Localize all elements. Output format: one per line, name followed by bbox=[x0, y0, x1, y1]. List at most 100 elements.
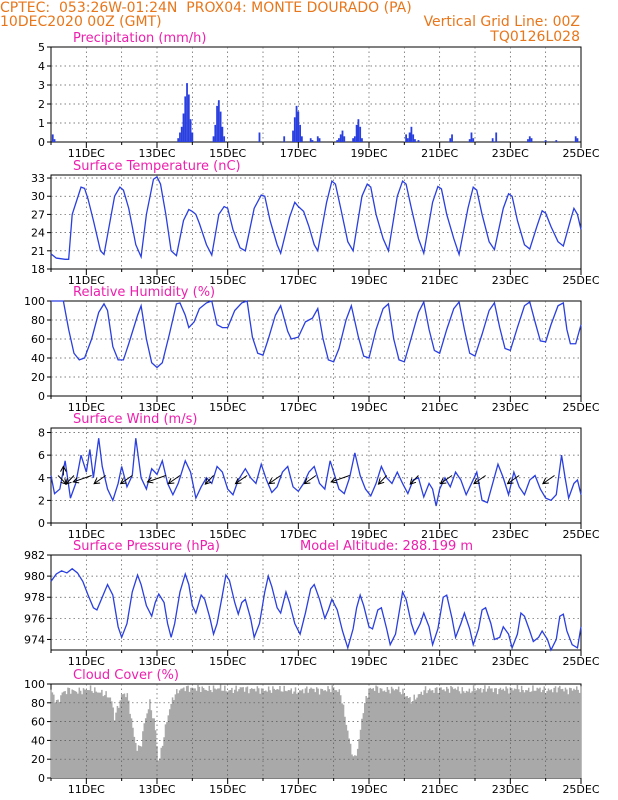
wind-date-label: 11DEC bbox=[68, 528, 105, 541]
precip-bar bbox=[352, 138, 354, 142]
header-line1: CPTEC: 053:26W-01:24N PROX04: MONTE DOUR… bbox=[0, 0, 412, 16]
rh-title: Relative Humidity (%) bbox=[73, 285, 215, 300]
pressure-title: Surface Pressure (hPa) bbox=[73, 539, 220, 554]
precip-bar bbox=[544, 140, 547, 142]
pressure-date-label: 23DEC bbox=[492, 655, 529, 668]
cloud-panel: 0 20 40 60 80 100 11DEC 13DEC 15DEC 17DEC 19DEC 21D… bbox=[24, 668, 600, 796]
cloud-date-label: 15DEC bbox=[209, 783, 246, 796]
temp-date-label: 11DEC bbox=[68, 274, 105, 287]
rh-date-label: 19DEC bbox=[350, 401, 387, 414]
rh-date-label: 25DEC bbox=[562, 401, 599, 414]
wind-arrow bbox=[439, 475, 453, 485]
precip-bar bbox=[555, 140, 558, 142]
wind-ytick-label: 2 bbox=[38, 494, 45, 507]
rh-line bbox=[51, 299, 582, 369]
precip-bar bbox=[491, 138, 494, 142]
wind-arrow-head bbox=[119, 478, 127, 485]
precip-bar bbox=[417, 140, 420, 142]
precip-bar bbox=[191, 132, 194, 142]
precip-bar bbox=[292, 130, 294, 142]
pressure-date-label: 11DEC bbox=[68, 655, 105, 668]
wind-arrow-shaft bbox=[331, 475, 350, 483]
wind-date-label: 17DEC bbox=[280, 528, 317, 541]
pressure-subtitle: Model Altitude: 288.199 m bbox=[300, 539, 473, 554]
wind-arrow bbox=[119, 475, 133, 485]
precip-bar bbox=[293, 117, 296, 142]
rh-date-label: 21DEC bbox=[421, 401, 458, 414]
precip-bar bbox=[177, 138, 180, 142]
wind-arrow bbox=[330, 475, 350, 484]
precip-bar bbox=[527, 139, 529, 142]
temp-line bbox=[50, 175, 582, 260]
rh-ytick-label: 0 bbox=[38, 390, 45, 403]
precip-bar bbox=[470, 132, 473, 142]
wind-arrow bbox=[473, 475, 486, 485]
precip-bar bbox=[295, 105, 298, 142]
wind-arrow bbox=[409, 475, 419, 485]
precip-bar bbox=[408, 132, 411, 142]
wind-ytick-label: 4 bbox=[38, 472, 45, 485]
rh-date-label: 13DEC bbox=[138, 401, 175, 414]
wind-arrow bbox=[60, 465, 67, 476]
header-line2-right: Vertical Grid Line: 00Z bbox=[423, 14, 580, 30]
wind-arrow-head bbox=[146, 477, 154, 484]
precip-title: Precipitation (mm/h) bbox=[73, 31, 206, 46]
rh-panel: 0 20 40 60 80 100 11DEC 13DEC 15DEC 17DEC 19DEC 21D… bbox=[24, 285, 600, 414]
wind-arrow-shaft bbox=[440, 475, 453, 485]
precip-bar bbox=[51, 134, 54, 142]
wind-arrow bbox=[542, 475, 555, 485]
precip-bar bbox=[451, 134, 453, 142]
precip-bar bbox=[405, 134, 407, 142]
wind-arrow-shaft bbox=[542, 475, 555, 485]
precip-bar bbox=[283, 136, 286, 142]
precip-bar bbox=[336, 140, 339, 142]
pressure-date-label: 21DEC bbox=[421, 655, 458, 668]
precip-bar bbox=[338, 138, 340, 142]
wind-arrow-shaft bbox=[65, 475, 75, 485]
precip-bar bbox=[353, 136, 356, 142]
wind-arrow-shaft bbox=[147, 475, 166, 483]
wind-date-label: 23DEC bbox=[492, 528, 529, 541]
pressure-date-label: 15DEC bbox=[209, 655, 246, 668]
cloud-ytick-label: 80 bbox=[31, 697, 45, 710]
cloud-ytick-label: 0 bbox=[38, 772, 45, 785]
wind-arrow-shaft bbox=[93, 475, 107, 485]
wind-arrow-shaft bbox=[409, 475, 419, 485]
cloud-date-label: 13DEC bbox=[138, 783, 175, 796]
precip-bar bbox=[472, 138, 475, 142]
precip-bar bbox=[221, 126, 224, 142]
precip-bar bbox=[574, 136, 577, 142]
precip-bar bbox=[300, 136, 303, 142]
wind-arrow-head bbox=[506, 478, 514, 485]
temp-date-label: 21DEC bbox=[421, 274, 458, 287]
precip-ytick-label: 1 bbox=[38, 117, 45, 130]
wind-date-label: 25DEC bbox=[562, 528, 599, 541]
precip-bar bbox=[186, 83, 188, 142]
wind-arrow-shaft bbox=[304, 475, 317, 485]
pressure-date-label: 19DEC bbox=[350, 655, 387, 668]
wind-date-label: 13DEC bbox=[138, 528, 175, 541]
temp-date-label: 17DEC bbox=[280, 274, 317, 287]
precip-date-label: 19DEC bbox=[350, 147, 387, 160]
wind-arrow bbox=[93, 475, 107, 485]
wind-arrow-head bbox=[65, 478, 72, 485]
rh-date-label: 23DEC bbox=[492, 401, 529, 414]
precip-date-label: 11DEC bbox=[68, 147, 105, 160]
precip-bar bbox=[182, 113, 185, 142]
wind-arrow bbox=[303, 475, 317, 485]
wind-arrow-head bbox=[204, 478, 212, 485]
rh-ytick-label: 80 bbox=[31, 314, 45, 327]
wind-arrow-head bbox=[60, 465, 67, 472]
precip-ytick-label: 3 bbox=[38, 79, 45, 92]
cloud-date-label: 11DEC bbox=[68, 783, 105, 796]
rh-ytick-label: 40 bbox=[31, 352, 45, 365]
precip-date-label: 21DEC bbox=[421, 147, 458, 160]
wind-date-label: 19DEC bbox=[350, 528, 387, 541]
precip-bar bbox=[343, 136, 346, 142]
wind-ytick-label: 6 bbox=[38, 449, 45, 462]
precip-ytick-label: 2 bbox=[38, 98, 45, 111]
precip-date-label: 13DEC bbox=[138, 147, 175, 160]
temp-date-label: 23DEC bbox=[492, 274, 529, 287]
cloud-title: Cloud Cover (%) bbox=[73, 668, 179, 683]
